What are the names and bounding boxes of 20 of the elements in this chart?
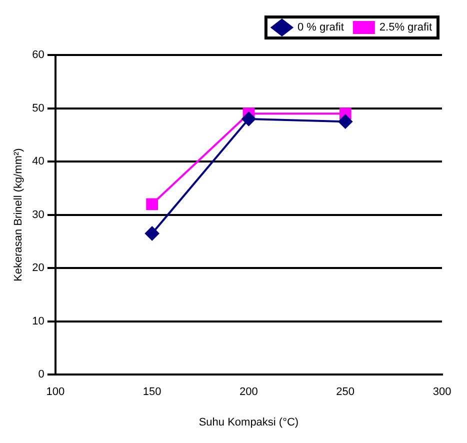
y-tick-label: 0: [38, 368, 44, 381]
x-tick-label: 100: [46, 386, 65, 398]
legend-label: 0 % grafit: [297, 22, 344, 34]
point: [145, 226, 160, 240]
legend-label: 2.5% grafit: [379, 22, 432, 34]
point: [242, 112, 256, 126]
y-tick-label: 40: [32, 156, 44, 168]
y-tick-label: 10: [32, 315, 44, 328]
point: [146, 198, 158, 210]
y-tick-label: 50: [32, 102, 44, 114]
x-tick-label: 250: [336, 386, 355, 398]
x-axis-title: Suhu Kompaksi (°C): [198, 416, 299, 428]
y-axis-title: Kekerasan Brinell (kg/mm²): [12, 148, 25, 282]
x-tick-label: 150: [142, 386, 162, 398]
x-tick-label: 200: [240, 386, 258, 398]
y-tick-label: 20: [32, 262, 44, 274]
point: [338, 114, 352, 129]
x-tick-label: 300: [432, 386, 452, 398]
y-tick-label: 60: [32, 49, 44, 62]
y-tick-label: 30: [32, 208, 44, 221]
